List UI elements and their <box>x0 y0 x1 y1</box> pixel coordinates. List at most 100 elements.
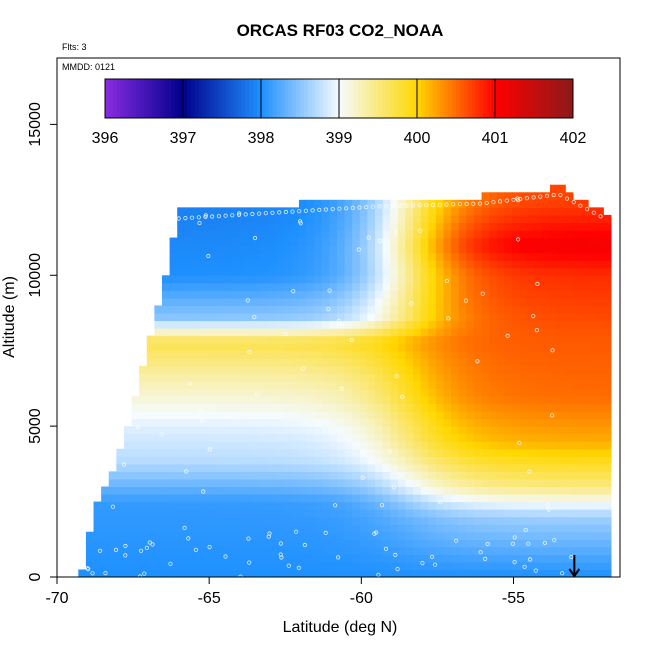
curtain-cell <box>519 433 528 442</box>
curtain-cell <box>215 282 224 291</box>
curtain-cell <box>451 252 460 261</box>
curtain-cell <box>222 494 232 503</box>
curtain-cell <box>169 448 178 457</box>
curtain-cell <box>603 282 612 291</box>
curtain-cell <box>565 358 574 367</box>
curtain-cell <box>451 539 460 548</box>
curtain-cell <box>146 524 155 533</box>
curtain-cell <box>253 260 262 269</box>
curtain-cell <box>321 463 330 472</box>
curtain-cell <box>207 478 216 488</box>
curtain-cell <box>542 411 551 420</box>
sample-point <box>437 202 442 207</box>
curtain-cell <box>603 486 612 495</box>
curtain-cell <box>511 531 521 540</box>
sample-point <box>176 216 181 221</box>
curtain-cell <box>519 350 528 359</box>
curtain-cell <box>572 433 582 442</box>
curtain-cell <box>336 297 346 307</box>
sample-point <box>123 553 128 558</box>
curtain-cell <box>177 403 186 412</box>
curtain-cell <box>466 320 475 329</box>
colorbar-swatch <box>518 79 523 118</box>
sample-point <box>250 211 255 217</box>
curtain-cell <box>238 554 247 563</box>
curtain-cell <box>496 267 505 276</box>
sample-point <box>168 561 173 566</box>
curtain-cell <box>481 494 490 503</box>
curtain-cell <box>542 388 551 397</box>
x-axis-label: Latitude (deg N) <box>283 619 398 636</box>
curtain-cell <box>504 554 513 563</box>
curtain-cell <box>367 418 376 427</box>
curtain-cell <box>238 411 247 420</box>
curtain-cell <box>344 433 353 442</box>
curtain-cell <box>496 275 505 284</box>
curtain-cell <box>451 297 460 307</box>
curtain-cell <box>572 388 582 397</box>
curtain-cell <box>557 441 566 450</box>
curtain-cell <box>184 350 194 359</box>
curtain-cell <box>260 531 270 540</box>
curtain-cell <box>367 411 376 420</box>
curtain-cell <box>405 350 414 359</box>
sample-point <box>387 449 393 454</box>
curtain-cell <box>123 494 133 503</box>
curtain-cell <box>489 373 498 382</box>
curtain-cell <box>557 237 566 246</box>
curtain-cell <box>139 411 148 420</box>
curtain-cell <box>534 509 543 518</box>
curtain-cell <box>291 448 300 457</box>
curtain-cell <box>397 290 407 299</box>
curtain-cell <box>451 214 460 224</box>
curtain-cell <box>329 516 338 525</box>
colorbar-swatch <box>452 79 457 118</box>
curtain-cell <box>200 328 209 337</box>
curtain-cell <box>565 380 574 390</box>
curtain-cell <box>572 411 582 420</box>
curtain-cell <box>321 561 330 571</box>
curtain-cell <box>238 456 247 465</box>
curtain-cell <box>451 388 460 397</box>
curtain-cell <box>519 509 528 518</box>
curtain-cell <box>557 456 566 465</box>
curtain-cell <box>177 229 186 239</box>
curtain-cell <box>321 411 330 420</box>
curtain-cell <box>375 554 384 563</box>
curtain-cell <box>443 486 452 495</box>
curtain-cell <box>123 448 133 457</box>
curtain-cell <box>367 312 376 322</box>
curtain-cell <box>557 478 566 488</box>
curtain-cell <box>238 426 247 435</box>
curtain-cell <box>222 328 232 337</box>
curtain-cell <box>245 418 254 427</box>
curtain-cell <box>458 411 467 420</box>
curtain-cell <box>215 546 224 555</box>
curtain-cell <box>557 229 566 239</box>
curtain-cell <box>375 290 384 299</box>
curtain-cell <box>451 509 460 518</box>
sample-point <box>327 288 332 293</box>
curtain-cell <box>123 433 133 442</box>
curtain-cell <box>336 554 346 563</box>
curtain-cell <box>572 343 582 352</box>
curtain-cell <box>390 358 399 367</box>
curtain-cell <box>222 403 232 412</box>
curtain-cell <box>603 463 612 472</box>
curtain-cell <box>588 305 597 314</box>
curtain-cell <box>451 569 460 577</box>
curtain-cell <box>466 267 475 276</box>
curtain-cell <box>413 229 422 239</box>
curtain-cell <box>291 350 300 359</box>
curtain-cell <box>428 569 437 577</box>
curtain-cell <box>550 561 559 571</box>
curtain-cell <box>352 516 361 525</box>
curtain-cell <box>291 546 300 555</box>
curtain-cell <box>519 501 528 510</box>
curtain-cell <box>473 260 483 269</box>
curtain-cell <box>375 426 384 435</box>
curtain-cell <box>489 275 498 284</box>
curtain-cell <box>466 494 475 503</box>
curtain-cell <box>390 297 399 307</box>
curtain-cell <box>542 463 551 472</box>
